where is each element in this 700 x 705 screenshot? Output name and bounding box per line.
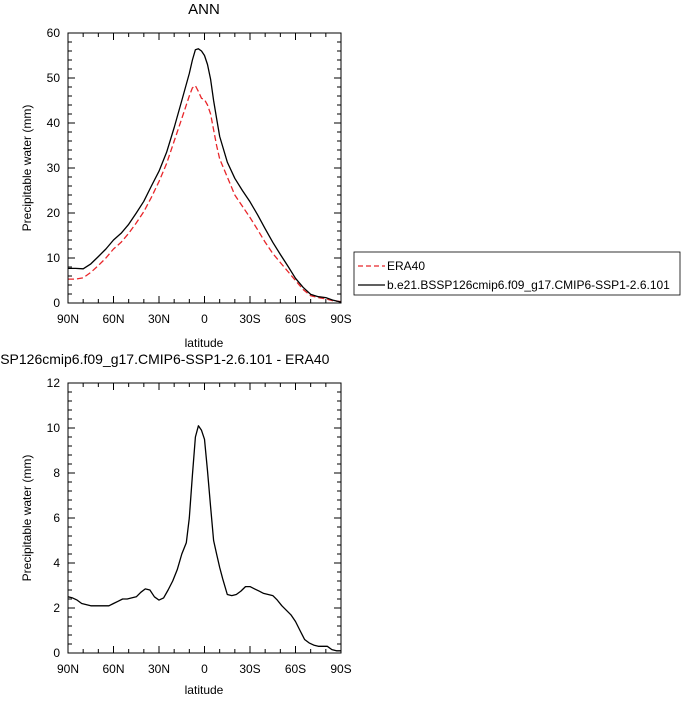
y-tick-label: 30 bbox=[47, 161, 61, 175]
chart-title: b.e21.BSSP126cmip6.f09_g17.CMIP6-SSP1-2.… bbox=[0, 351, 330, 367]
y-tick-label: 50 bbox=[47, 71, 61, 85]
y-tick-label: 60 bbox=[47, 26, 61, 40]
x-tick-labels: 90N 60N 30N 0 30S 60S 90S bbox=[57, 312, 352, 326]
y-tick-label: 10 bbox=[47, 421, 61, 435]
x-tick-label: 90N bbox=[57, 312, 79, 326]
y-tick-labels: 0 2 4 6 8 10 12 bbox=[47, 376, 61, 660]
x-axis-label: latitude bbox=[185, 683, 224, 697]
y-axis-label: Precipitable water (mm) bbox=[20, 455, 34, 582]
y-tick-label: 0 bbox=[53, 646, 60, 660]
series-line-b-e21-bssp126cmip6-f09-g17-cmip6-ssp1-2-6-101 bbox=[68, 48, 342, 303]
series-line-difference bbox=[67, 425, 341, 652]
latitude-mean-chart: ANN 90N 60N 30N 0 30S 60S 90S 0 10 20 30 40 50 60 la… bbox=[20, 1, 681, 350]
series-lines bbox=[68, 48, 342, 303]
x-tick-label: 90S bbox=[330, 312, 351, 326]
y-tick-labels: 0 10 20 30 40 50 60 bbox=[47, 26, 61, 310]
plot-frame bbox=[67, 32, 342, 304]
x-tick-label: 60N bbox=[102, 662, 124, 676]
y-tick-label: 6 bbox=[53, 511, 60, 525]
x-tick-label: 30S bbox=[239, 662, 260, 676]
y-tick-label: 2 bbox=[53, 601, 60, 615]
chart-title: ANN bbox=[188, 1, 220, 18]
x-tick-label: 90N bbox=[57, 662, 79, 676]
x-tick-label: 30N bbox=[148, 662, 170, 676]
legend-label-model: b.e21.BSSP126cmip6.f09_g17.CMIP6-SSP1-2.… bbox=[387, 278, 670, 292]
y-tick-label: 8 bbox=[53, 466, 60, 480]
legend[interactable]: ERA40 b.e21.BSSP126cmip6.f09_g17.CMIP6-S… bbox=[353, 251, 681, 296]
x-tick-label: 60S bbox=[285, 312, 306, 326]
y-tick-label: 40 bbox=[47, 116, 61, 130]
x-tick-label: 0 bbox=[201, 312, 208, 326]
difference-chart: b.e21.BSSP126cmip6.f09_g17.CMIP6-SSP1-2.… bbox=[0, 351, 352, 697]
x-tick-label: 0 bbox=[201, 662, 208, 676]
x-tick-label: 30N bbox=[148, 312, 170, 326]
legend-label-era40: ERA40 bbox=[387, 259, 425, 273]
x-axis-label: latitude bbox=[185, 336, 224, 350]
y-tick-label: 4 bbox=[53, 556, 60, 570]
y-tick-label: 0 bbox=[53, 296, 60, 310]
x-tick-label: 90S bbox=[330, 662, 351, 676]
plot-frame bbox=[67, 382, 342, 654]
tick-marks bbox=[67, 382, 342, 654]
x-tick-label: 60N bbox=[102, 312, 124, 326]
y-tick-label: 10 bbox=[47, 251, 61, 265]
tick-marks bbox=[67, 32, 342, 304]
x-tick-labels: 90N 60N 30N 0 30S 60S 90S bbox=[57, 662, 352, 676]
y-tick-label: 20 bbox=[47, 206, 61, 220]
y-tick-label: 12 bbox=[47, 376, 61, 390]
legend-box bbox=[353, 251, 681, 296]
series-lines bbox=[67, 425, 341, 652]
y-axis-label: Precipitable water (mm) bbox=[20, 105, 34, 232]
x-tick-label: 30S bbox=[239, 312, 260, 326]
x-tick-label: 60S bbox=[285, 662, 306, 676]
series-line-era40 bbox=[68, 85, 342, 303]
